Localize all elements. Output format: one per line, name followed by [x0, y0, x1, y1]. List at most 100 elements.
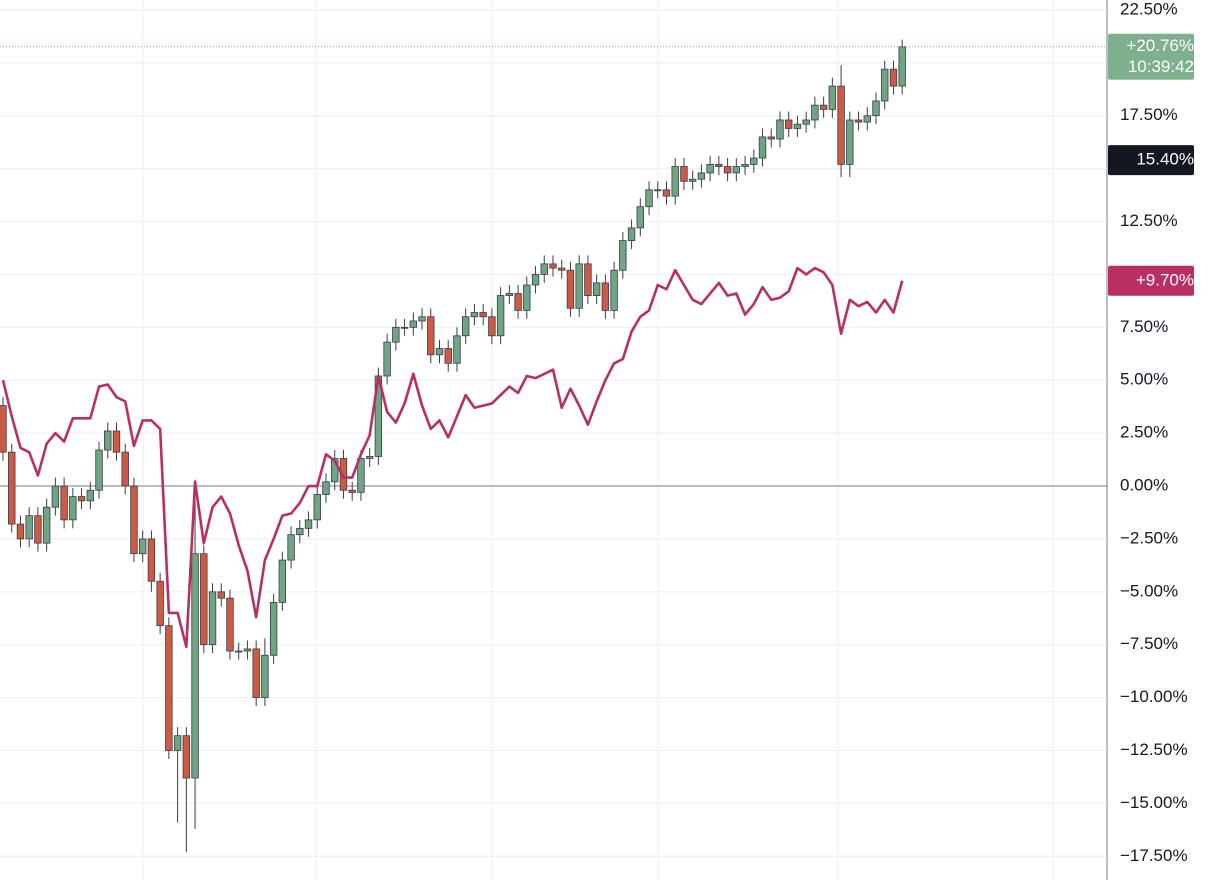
candle-body	[566, 269, 575, 309]
candle-body	[881, 68, 889, 102]
candle-body	[252, 648, 260, 699]
candle-body	[680, 166, 688, 182]
candle-body	[627, 227, 636, 241]
candle-body	[322, 481, 330, 495]
candle-body	[69, 496, 77, 521]
candle-body	[357, 458, 365, 493]
candle-body	[104, 430, 112, 451]
y-tick-label: 22.50%	[1120, 0, 1178, 18]
candle-body	[165, 625, 173, 751]
candle-body	[348, 489, 356, 493]
price-label: +9.70%	[1136, 270, 1194, 289]
price-label: 15.40%	[1136, 150, 1194, 169]
comparison-line	[1, 266, 904, 649]
candle-body	[837, 85, 845, 165]
y-tick-label: −5.00%	[1120, 581, 1178, 600]
candle-body	[479, 312, 487, 318]
candle-body	[200, 553, 208, 646]
candle-body	[531, 274, 540, 286]
candle-body	[182, 735, 191, 779]
y-tick-label: −17.50%	[1120, 846, 1188, 865]
candle-body	[191, 553, 199, 779]
candle-body	[418, 316, 426, 322]
price-label-time: 10:39:42	[1128, 57, 1194, 76]
candle-body	[313, 494, 321, 521]
candle-body	[706, 164, 714, 174]
candle-body	[147, 538, 156, 582]
candle-body	[523, 284, 531, 311]
candle-body	[269, 601, 278, 656]
price-label: +20.76%	[1126, 36, 1194, 55]
candle-body	[287, 534, 295, 561]
y-tick-label: −15.00%	[1120, 793, 1188, 812]
candle-body	[339, 458, 348, 491]
candle-body	[619, 240, 627, 271]
y-axis: 22.50%20.00%17.50%15.00%12.50%10.00%7.50…	[1120, 0, 1188, 865]
candle-body	[112, 430, 121, 453]
candle-body	[819, 104, 828, 110]
candle-body	[304, 519, 313, 529]
candle-body	[121, 451, 129, 487]
candle-body	[156, 580, 164, 627]
y-tick-label: −7.50%	[1120, 634, 1178, 653]
candle-body	[505, 293, 514, 296]
candle-body	[654, 189, 662, 192]
y-tick-label: 2.50%	[1120, 423, 1168, 442]
candle-body	[8, 451, 16, 525]
candle-body	[496, 295, 505, 337]
candle-body	[278, 559, 287, 603]
candle-body	[645, 189, 653, 208]
candle-body	[636, 206, 644, 229]
candle-body	[0, 405, 7, 453]
candle-body	[365, 455, 374, 459]
price-label-box	[1108, 33, 1194, 80]
candle-body	[776, 119, 784, 140]
candle-body	[60, 485, 68, 521]
candle-body	[671, 166, 679, 197]
candle-body	[409, 320, 418, 328]
candle-body	[750, 157, 758, 165]
candle-body	[461, 316, 470, 337]
candle-body	[697, 172, 706, 180]
candle-body	[217, 591, 225, 599]
candle-body	[392, 326, 400, 343]
candle-body	[16, 523, 25, 540]
candle-body	[173, 735, 182, 751]
candle-body	[130, 485, 138, 555]
candle-body	[785, 119, 793, 129]
candle-body	[444, 348, 452, 364]
candle-body	[514, 293, 522, 311]
grid	[0, 9, 1107, 857]
y-tick-label: 0.00%	[1120, 476, 1168, 495]
candle-body	[767, 136, 775, 140]
candle-body	[25, 515, 33, 540]
candle-body	[889, 68, 898, 87]
candle-body	[427, 316, 435, 356]
candle-body	[435, 348, 444, 356]
candles	[0, 39, 906, 853]
candle-body	[854, 119, 863, 123]
vertical-grid	[142, 0, 1054, 880]
candle-body	[95, 449, 103, 491]
candle-body	[846, 119, 854, 165]
candle-body	[802, 119, 810, 125]
candle-body	[42, 506, 51, 544]
candle-body	[470, 312, 479, 318]
candle-body	[584, 263, 592, 296]
candle-body	[331, 458, 339, 483]
candle-body	[758, 136, 767, 159]
candle-body	[811, 104, 819, 121]
candle-body	[208, 591, 217, 646]
candle-body	[549, 263, 557, 269]
y-tick-label: −12.50%	[1120, 740, 1188, 759]
candle-body	[793, 123, 802, 129]
candle-body	[732, 166, 741, 174]
candle-body	[872, 100, 880, 117]
candle-body	[235, 650, 243, 653]
price-label-box	[1108, 265, 1194, 296]
candle-body	[243, 648, 252, 652]
candle-body	[77, 496, 86, 502]
y-tick-label: −10.00%	[1120, 687, 1188, 706]
